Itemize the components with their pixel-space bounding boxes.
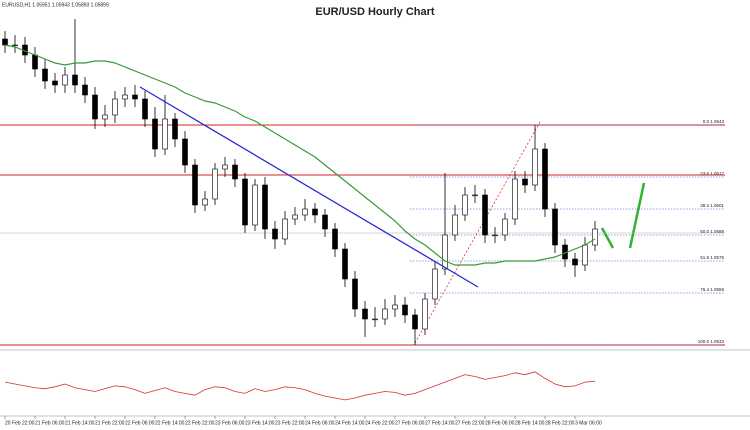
candle-body xyxy=(572,258,578,266)
candle-body xyxy=(312,208,318,216)
candle-body xyxy=(2,38,8,46)
candle-body xyxy=(532,148,538,186)
candle-body xyxy=(392,304,398,310)
candle-body xyxy=(232,164,238,180)
candle-body xyxy=(32,54,38,70)
x-tick-label: 27 Feb 22:00 xyxy=(455,420,485,426)
x-tick-label: 21 Feb 06:00 xyxy=(35,420,65,426)
x-tick-label: 23 Feb 14:00 xyxy=(245,420,275,426)
x-tick-label: 22 Feb 14:00 xyxy=(155,420,185,426)
candle-body xyxy=(402,304,408,316)
candle-body xyxy=(552,208,558,246)
candle-body xyxy=(252,184,258,226)
candle-body xyxy=(92,94,98,120)
candle-body xyxy=(472,194,478,197)
moving-average xyxy=(4,44,596,266)
x-tick-label: 21 Feb 14:00 xyxy=(65,420,95,426)
candle-body xyxy=(282,218,288,240)
candle-body xyxy=(162,118,168,150)
candle-body xyxy=(292,214,298,220)
x-tick-label: 21 Feb 22:00 xyxy=(95,420,125,426)
candle-body xyxy=(382,308,388,320)
candle-body xyxy=(62,74,68,86)
candle-body xyxy=(432,268,438,300)
candle-body xyxy=(52,80,58,86)
x-tick-label: 28 Feb 14:00 xyxy=(515,420,545,426)
fib-label: 100.0 1.0533 xyxy=(698,339,725,344)
candle-body xyxy=(592,228,598,246)
fib-label: 38.2 1.0601 xyxy=(700,203,724,208)
candle-body xyxy=(492,234,498,237)
candle-body xyxy=(182,138,188,166)
candle-body xyxy=(342,248,348,280)
x-tick-label: 24 Feb 22:00 xyxy=(365,420,395,426)
candle-body xyxy=(412,314,418,330)
candle-body xyxy=(152,118,158,150)
x-tick-label: 23 Feb 06:00 xyxy=(215,420,245,426)
candle-body xyxy=(12,44,18,47)
chart-title: EUR/USD Hourly Chart xyxy=(315,6,435,18)
candle-body xyxy=(502,218,508,236)
candle-body xyxy=(372,318,378,321)
candle-body xyxy=(72,74,78,86)
candle-body xyxy=(242,178,248,226)
x-tick-label: 27 Feb 06:00 xyxy=(395,420,425,426)
x-tick-label: 22 Feb 22:00 xyxy=(185,420,215,426)
x-tick-label: 3 Mar 06:00 xyxy=(575,420,602,426)
fib-label: 0.0 1.0643 xyxy=(703,119,725,124)
candle-body xyxy=(482,194,488,236)
x-tick-label: 28 Feb 22:00 xyxy=(545,420,575,426)
candle-body xyxy=(512,178,518,220)
x-tick-label: 28 Feb 06:00 xyxy=(485,420,515,426)
x-tick-label: 20 Feb 22:00 xyxy=(5,420,35,426)
x-tick-label: 23 Feb 22:00 xyxy=(275,420,305,426)
candle-body xyxy=(202,198,208,206)
arrow-up xyxy=(628,182,646,249)
candle-body xyxy=(172,118,178,140)
candle-body xyxy=(112,98,118,116)
candle-body xyxy=(422,298,428,330)
candle-body xyxy=(542,148,548,210)
candle-body xyxy=(452,214,458,236)
candle-body xyxy=(122,94,128,100)
oscillator-line xyxy=(4,371,596,401)
candle-body xyxy=(272,228,278,240)
candle-body xyxy=(82,84,88,96)
x-tick-label: 27 Feb 14:00 xyxy=(425,420,455,426)
x-tick-label: 24 Feb 14:00 xyxy=(335,420,365,426)
candle-body xyxy=(262,184,268,230)
candle-body xyxy=(462,194,468,216)
fib-label: 50.0 1.0588 xyxy=(700,229,724,234)
fib-label: 23.6 1.0617 xyxy=(700,171,724,176)
x-tick-label: 24 Feb 06:00 xyxy=(305,420,335,426)
candle-body xyxy=(442,234,448,270)
candle-body xyxy=(322,214,328,230)
candle-body xyxy=(352,278,358,310)
trendline xyxy=(139,86,479,288)
fib-label: 61.8 1.0575 xyxy=(700,255,724,260)
candle-body xyxy=(332,228,338,250)
candle-body xyxy=(222,164,228,170)
candle-body xyxy=(212,168,218,200)
candle-body xyxy=(362,308,368,320)
candle-body xyxy=(522,178,528,186)
x-tick-label: 22 Feb 06:00 xyxy=(125,420,155,426)
candle-body xyxy=(582,244,588,266)
candle-body xyxy=(192,164,198,206)
fib-label: 76.4 1.0559 xyxy=(700,287,724,292)
candle-body xyxy=(132,94,138,100)
candle-body xyxy=(102,114,108,120)
header: EURUSD,H1 1.05951 1.05943 1.05893 1.0589… xyxy=(2,2,109,8)
candle-body xyxy=(302,208,308,216)
candle-body xyxy=(42,68,48,82)
candle-body xyxy=(142,98,148,120)
arrow-down xyxy=(600,227,615,249)
